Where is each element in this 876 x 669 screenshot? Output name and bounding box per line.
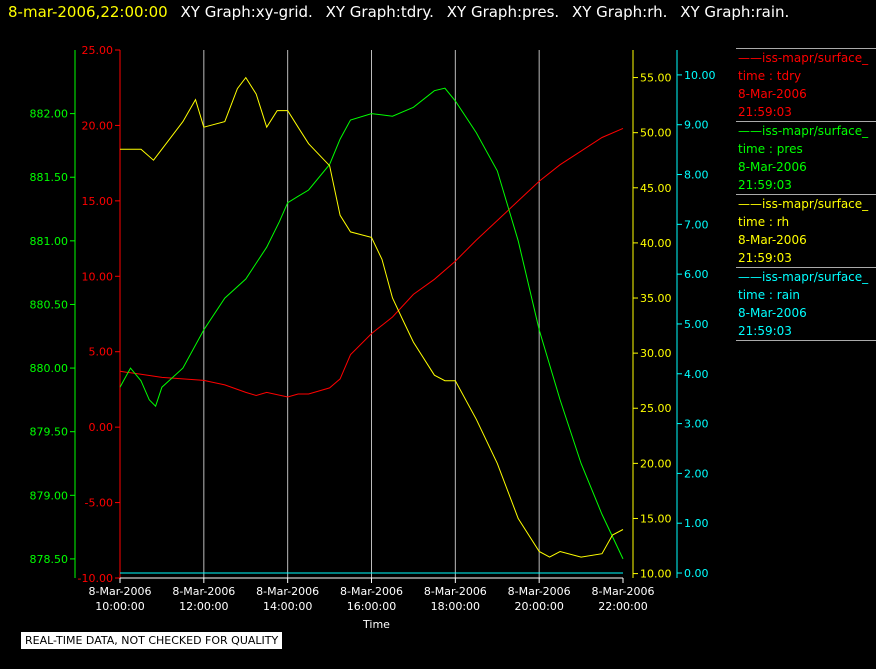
legend-entry-0: ——iss-mapr/surface_time : tdry 8-Mar-2006… [736,48,876,121]
legend-time: 21:59:03 [738,105,792,119]
tick-label-tdry: 25.00 [82,44,114,57]
x-tick-label-time: 22:00:00 [598,600,647,613]
tick-label-rain: 9.00 [684,119,709,132]
tick-label-rh: 15.00 [640,512,672,525]
tick-label-rain: 1.00 [684,517,709,530]
chart-header: 8-mar-2006,22:00:00 XY Graph:xy-grid. XY… [8,3,789,21]
header-title-rain: XY Graph:rain. [680,3,790,21]
legend-date: 8-Mar-2006 [738,306,807,320]
quality-note: REAL-TIME DATA, NOT CHECKED FOR QUALITY [20,631,284,650]
legend-entry-1: ——iss-mapr/surface_time : pres 8-Mar-2006… [736,121,876,194]
tick-label-rh: 50.00 [640,127,672,140]
series-line-tdry [119,127,624,398]
tick-label-rain: 3.00 [684,418,709,431]
tick-label-pres: 882.00 [30,108,69,121]
legend-series-name: ——iss-mapr/surface_ [738,51,869,65]
x-tick-label-time: 10:00:00 [95,600,144,613]
tick-label-tdry: 15.00 [82,195,114,208]
legend-variable: time : rh [738,215,790,229]
header-title-tdry: XY Graph:tdry. [325,3,434,21]
legend-series-name: ——iss-mapr/surface_ [738,270,869,284]
tick-label-rain: 6.00 [684,268,709,281]
tick-label-rain: 10.00 [684,69,716,82]
tick-label-tdry: -5.00 [85,497,113,510]
legend-date: 8-Mar-2006 [738,233,807,247]
legend-series-name: ——iss-mapr/surface_ [738,197,869,211]
legend-time: 21:59:03 [738,251,792,265]
tick-label-pres: 881.50 [30,171,69,184]
tick-label-tdry: 20.00 [82,119,114,132]
tick-label-rh: 45.00 [640,182,672,195]
x-tick-label-date: 8-Mar-2006 [172,585,235,598]
tick-label-rh: 10.00 [640,568,672,581]
header-title-xy-grid: XY Graph:xy-grid. [180,3,313,21]
x-tick-label-time: 14:00:00 [263,600,312,613]
tick-label-rh: 35.00 [640,292,672,305]
legend-date: 8-Mar-2006 [738,87,807,101]
tick-label-pres: 878.50 [30,553,69,566]
x-tick-label-date: 8-Mar-2006 [424,585,487,598]
tick-label-rain: 0.00 [684,567,709,580]
tick-label-pres: 879.50 [30,426,69,439]
tick-label-rh: 55.00 [640,72,672,85]
x-tick-label-time: 12:00:00 [179,600,228,613]
tick-label-tdry: -10.00 [78,572,113,585]
tick-label-rain: 8.00 [684,169,709,182]
x-tick-label-date: 8-Mar-2006 [508,585,571,598]
legend-date: 8-Mar-2006 [738,160,807,174]
tick-label-pres: 880.50 [30,298,69,311]
legend-variable: time : tdry [738,69,802,83]
header-title-rh: XY Graph:rh. [571,3,668,21]
tick-label-rain: 5.00 [684,318,709,331]
tick-label-tdry: 0.00 [89,421,114,434]
tick-label-rain: 4.00 [684,368,709,381]
legend-entry-2: ——iss-mapr/surface_time : rh 8-Mar-2006 21… [736,194,876,267]
series-line-pres [119,87,624,560]
legend: ——iss-mapr/surface_ time : tdry 8-Mar-2006… [736,48,876,341]
series-line-rh [120,76,624,558]
tick-label-rh: 25.00 [640,402,672,415]
legend-entry-3: ——iss-mapr/surface_time : rain 8-Mar-2006… [736,267,876,341]
x-tick-label-time: 18:00:00 [431,600,480,613]
tick-label-rain: 2.00 [684,467,709,480]
tick-label-rh: 20.00 [640,457,672,470]
x-tick-label-time: 20:00:00 [514,600,563,613]
header-timestamp: 8-mar-2006,22:00:00 [8,3,168,21]
tick-label-rh: 40.00 [640,237,672,250]
legend-time: 21:59:03 [738,324,792,338]
tick-label-tdry: 10.00 [82,270,114,283]
legend-variable: time : pres [738,142,803,156]
x-tick-label-date: 8-Mar-2006 [256,585,319,598]
tick-label-pres: 879.00 [30,489,69,502]
tick-label-rain: 7.00 [684,218,709,231]
legend-series-name: ——iss-mapr/surface_ [738,124,869,138]
x-axis-label: Time [362,618,390,631]
header-title-pres: XY Graph:pres. [446,3,560,21]
tick-label-rh: 30.00 [640,347,672,360]
tick-label-tdry: 5.00 [89,346,114,359]
x-tick-label-time: 16:00:00 [347,600,396,613]
legend-variable: time : rain [738,288,801,302]
x-tick-label-date: 8-Mar-2006 [89,585,152,598]
tick-label-pres: 881.00 [30,235,69,248]
x-tick-label-date: 8-Mar-2006 [592,585,655,598]
x-tick-label-date: 8-Mar-2006 [340,585,403,598]
legend-time: 21:59:03 [738,178,792,192]
tick-label-pres: 880.00 [30,362,69,375]
